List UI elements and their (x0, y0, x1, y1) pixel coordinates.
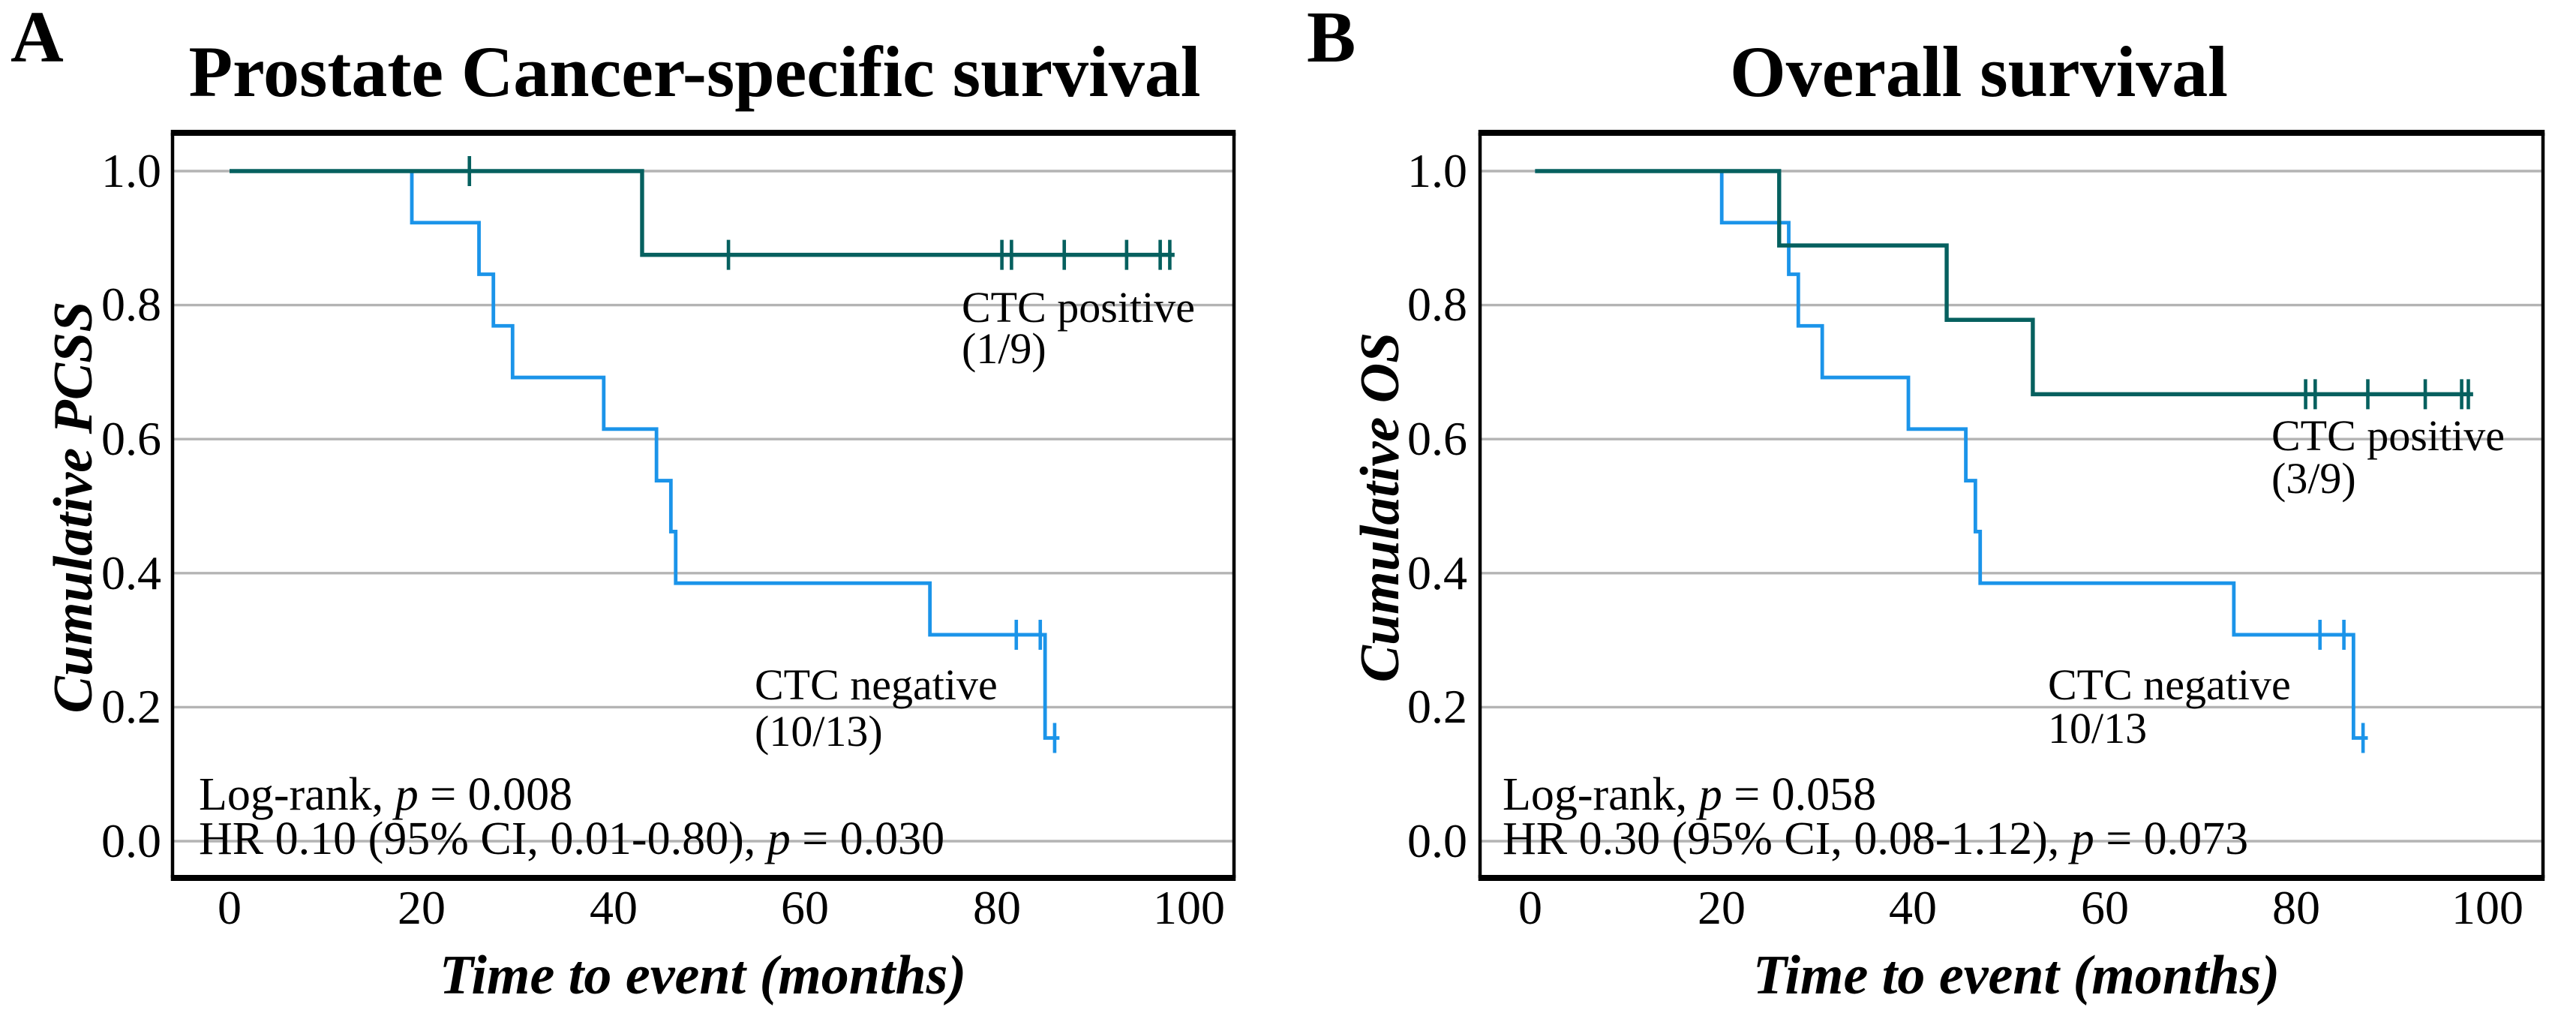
panel-a-label: A (11, 0, 64, 78)
panel-a-x-tick-100: 100 (1153, 881, 1225, 934)
survival-curve-ctc-negative (1535, 169, 2368, 740)
panel-b-y-tick-0.4: 0.4 (1407, 546, 1467, 600)
panel-b-title: Overall survival (1730, 32, 2228, 112)
panel-a-ctc-positive-count: (1/9) (962, 324, 1046, 373)
panel-b-ctc-negative-label: CTC negative (2048, 660, 2291, 709)
panel-b-logrank-annotation: Log-rank, p = 0.058 (1503, 771, 1876, 818)
panel-b-hr-annotation: HR 0.30 (95% CI, 0.08-1.12), p = 0.073 (1503, 816, 2248, 862)
panel-b-y-tick-0.6: 0.6 (1407, 412, 1467, 465)
panel-a-x-tick-80: 80 (973, 881, 1021, 934)
panel-b-y-tick-0.0: 0.0 (1407, 814, 1467, 867)
panel-b-hr-value: = 0.073 (2094, 813, 2249, 864)
panel-a-y-tick-0.2: 0.2 (101, 680, 161, 733)
panel-a-ctc-negative-label: CTC negative (755, 660, 998, 709)
panel-a-logrank-value: = 0.008 (418, 769, 573, 820)
panel-a-title: Prostate Cancer-specific survival (188, 32, 1201, 112)
panel-b-logrank-value: = 0.058 (1722, 769, 1877, 820)
panel-a-hr-p-symbol: p (767, 813, 791, 864)
panel-b-x-tick-100: 100 (2451, 881, 2523, 934)
panel-b-ctc-positive-label: CTC positive (2271, 411, 2505, 460)
panel-a-ctc-positive-label: CTC positive (962, 283, 1195, 332)
panel-a-hr-annotation: HR 0.10 (95% CI, 0.01-0.80), p = 0.030 (199, 816, 944, 862)
panel-a-x-tick-0: 0 (218, 881, 242, 934)
panel-b-x-axis-label: Time to event (months) (1752, 945, 2280, 1006)
panel-a-ctc-negative-count: (10/13) (755, 707, 883, 756)
panel-a-y-tick-0.4: 0.4 (101, 546, 161, 600)
panel-a-y-tick-0.6: 0.6 (101, 412, 161, 465)
panel-b-x-tick-60: 60 (2081, 881, 2129, 934)
panel-b-y-tick-1.0: 1.0 (1407, 144, 1467, 197)
panel-b-logrank-prefix: Log-rank, (1503, 769, 1699, 820)
panel-b-x-tick-80: 80 (2272, 881, 2320, 934)
panel-b-hr-p-symbol: p (2070, 813, 2094, 864)
panel-b-hr-prefix: HR 0.30 (95% CI, 0.08-1.12), (1503, 813, 2071, 864)
panel-a-y-tick-0.0: 0.0 (101, 814, 161, 867)
panel-a-y-tick-1.0: 1.0 (101, 144, 161, 197)
survival-curve-ctc-negative (230, 169, 1060, 740)
panel-a-y-axis-label: Cumulative PCSS (43, 301, 104, 714)
panel-a-x-tick-20: 20 (398, 881, 446, 934)
panel-b-x-tick-20: 20 (1698, 881, 1746, 934)
panel-a-x-tick-40: 40 (590, 881, 638, 934)
panel-b-ctc-positive-count: (3/9) (2271, 454, 2356, 503)
panel-b-x-tick-0: 0 (1518, 881, 1542, 934)
panel-a-hr-prefix: HR 0.10 (95% CI, 0.01-0.80), (199, 813, 767, 864)
panel-b-logrank-p-symbol: p (1698, 769, 1722, 820)
panel-b-y-tick-0.8: 0.8 (1407, 278, 1467, 331)
panel-b-y-axis-label: Cumulative OS (1350, 332, 1411, 683)
panel-b-x-tick-40: 40 (1889, 881, 1937, 934)
panel-b-label: B (1307, 0, 1356, 78)
survival-curve-ctc-positive (230, 169, 1175, 257)
panel-a-logrank-annotation: Log-rank, p = 0.008 (199, 771, 572, 818)
panel-b-y-tick-0.2: 0.2 (1407, 680, 1467, 733)
panel-a-y-tick-0.8: 0.8 (101, 278, 161, 331)
panel-b-ctc-negative-count: 10/13 (2048, 704, 2148, 753)
panel-a-logrank-p-symbol: p (395, 769, 419, 820)
panel-a-x-axis-label: Time to event (months) (439, 945, 967, 1006)
survival-curve-ctc-positive (1535, 169, 2473, 397)
panel-a-hr-value: = 0.030 (790, 813, 945, 864)
panel-a-logrank-prefix: Log-rank, (199, 769, 395, 820)
panel-a-x-tick-60: 60 (781, 881, 829, 934)
